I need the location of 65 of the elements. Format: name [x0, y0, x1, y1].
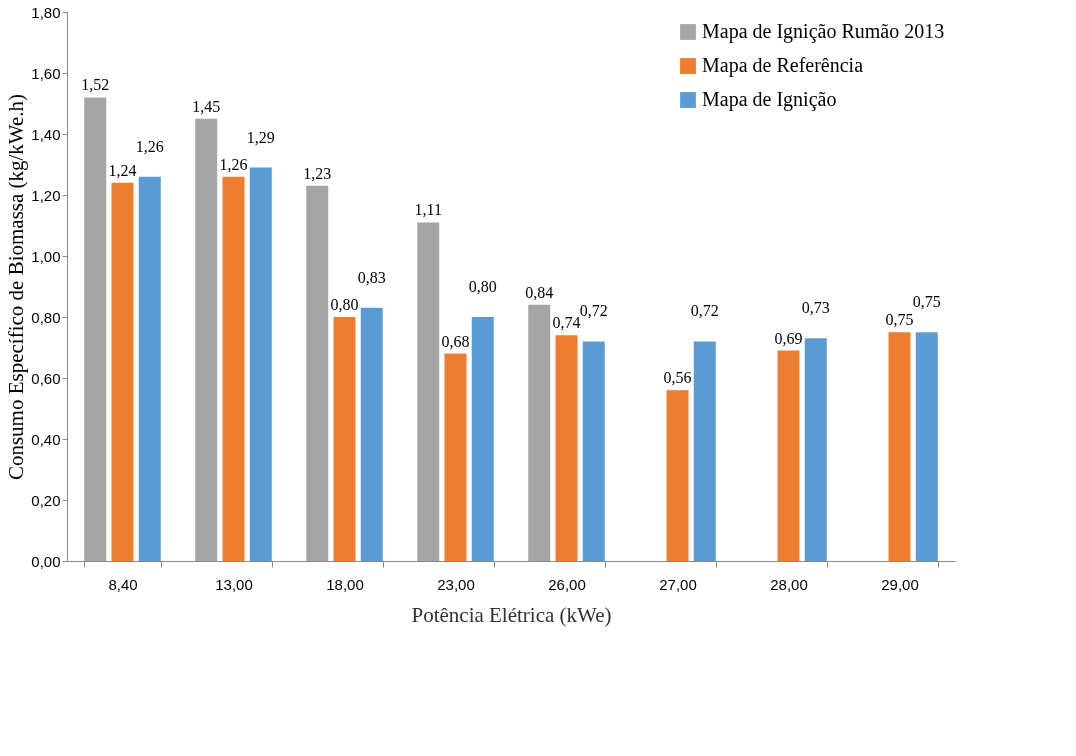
data-label: 1,26 [135, 137, 164, 155]
x-tick-label: 8,40 [108, 575, 138, 593]
legend-label: Mapa de Ignição [702, 88, 837, 111]
bar [693, 341, 716, 561]
data-label: 0,74 [552, 314, 581, 332]
x-tick-label: 13,00 [215, 575, 253, 593]
bar [915, 332, 938, 561]
data-label: 0,69 [774, 329, 803, 347]
bar [777, 350, 800, 561]
data-label: 1,52 [81, 76, 110, 94]
y-tick-label: 0,80 [31, 308, 61, 326]
data-label: 0,73 [801, 299, 830, 317]
data-label: 1,29 [246, 128, 275, 146]
bar [444, 353, 467, 561]
data-label: 1,24 [108, 161, 137, 179]
y-tick-label: 0,00 [31, 552, 61, 570]
data-label: 0,83 [357, 268, 386, 286]
data-label: 0,80 [330, 296, 359, 313]
y-tick-label: 1,40 [31, 125, 61, 143]
bar [888, 332, 911, 561]
y-tick-label: 0,20 [31, 491, 61, 509]
data-label: 1,26 [219, 155, 248, 173]
bar [804, 338, 827, 561]
y-tick-label: 0,40 [31, 430, 61, 448]
bar [666, 390, 689, 561]
bar [471, 317, 494, 561]
data-label: 0,84 [525, 283, 554, 301]
data-label: 0,68 [441, 332, 470, 350]
y-tick-label: 1,80 [31, 3, 61, 21]
bar [111, 182, 134, 561]
x-tick-label: 27,00 [659, 575, 697, 593]
legend-label: Mapa de Ignição Rumão 2013 [702, 20, 945, 43]
x-axis-title: Potência Elétrica (kWe) [411, 602, 612, 627]
data-label: 0,75 [885, 311, 914, 329]
data-label: 0,72 [579, 302, 608, 320]
bar [528, 304, 551, 561]
data-label: 1,45 [192, 97, 221, 115]
legend-label: Mapa de Referência [702, 54, 864, 77]
data-label: 0,56 [663, 369, 692, 387]
data-label: 1,11 [414, 201, 442, 219]
y-tick-label: 1,20 [31, 186, 61, 204]
data-label: 0,75 [912, 293, 941, 311]
bar [249, 167, 272, 561]
y-tick-label: 0,60 [31, 369, 61, 387]
bar [417, 222, 440, 561]
bar [360, 307, 383, 561]
data-label: 1,23 [303, 164, 332, 182]
x-tick-label: 26,00 [548, 575, 586, 593]
bar [333, 317, 356, 561]
bar [84, 97, 107, 561]
x-tick-label: 23,00 [437, 575, 475, 593]
bar [222, 176, 245, 561]
bar [306, 185, 329, 561]
bar [555, 335, 578, 561]
y-axis-title: Consumo Específico de Biomassa (kg/kWe.h) [4, 93, 29, 481]
x-tick-label: 29,00 [881, 575, 919, 593]
bar [195, 118, 218, 561]
y-tick-label: 1,00 [31, 247, 61, 265]
x-tick-label: 18,00 [326, 575, 364, 593]
y-tick-label: 1,60 [31, 64, 61, 82]
data-label: 0,80 [468, 278, 497, 295]
bar [582, 341, 605, 561]
x-tick-label: 28,00 [770, 575, 808, 593]
bar [138, 176, 161, 561]
data-label: 0,72 [690, 302, 719, 320]
